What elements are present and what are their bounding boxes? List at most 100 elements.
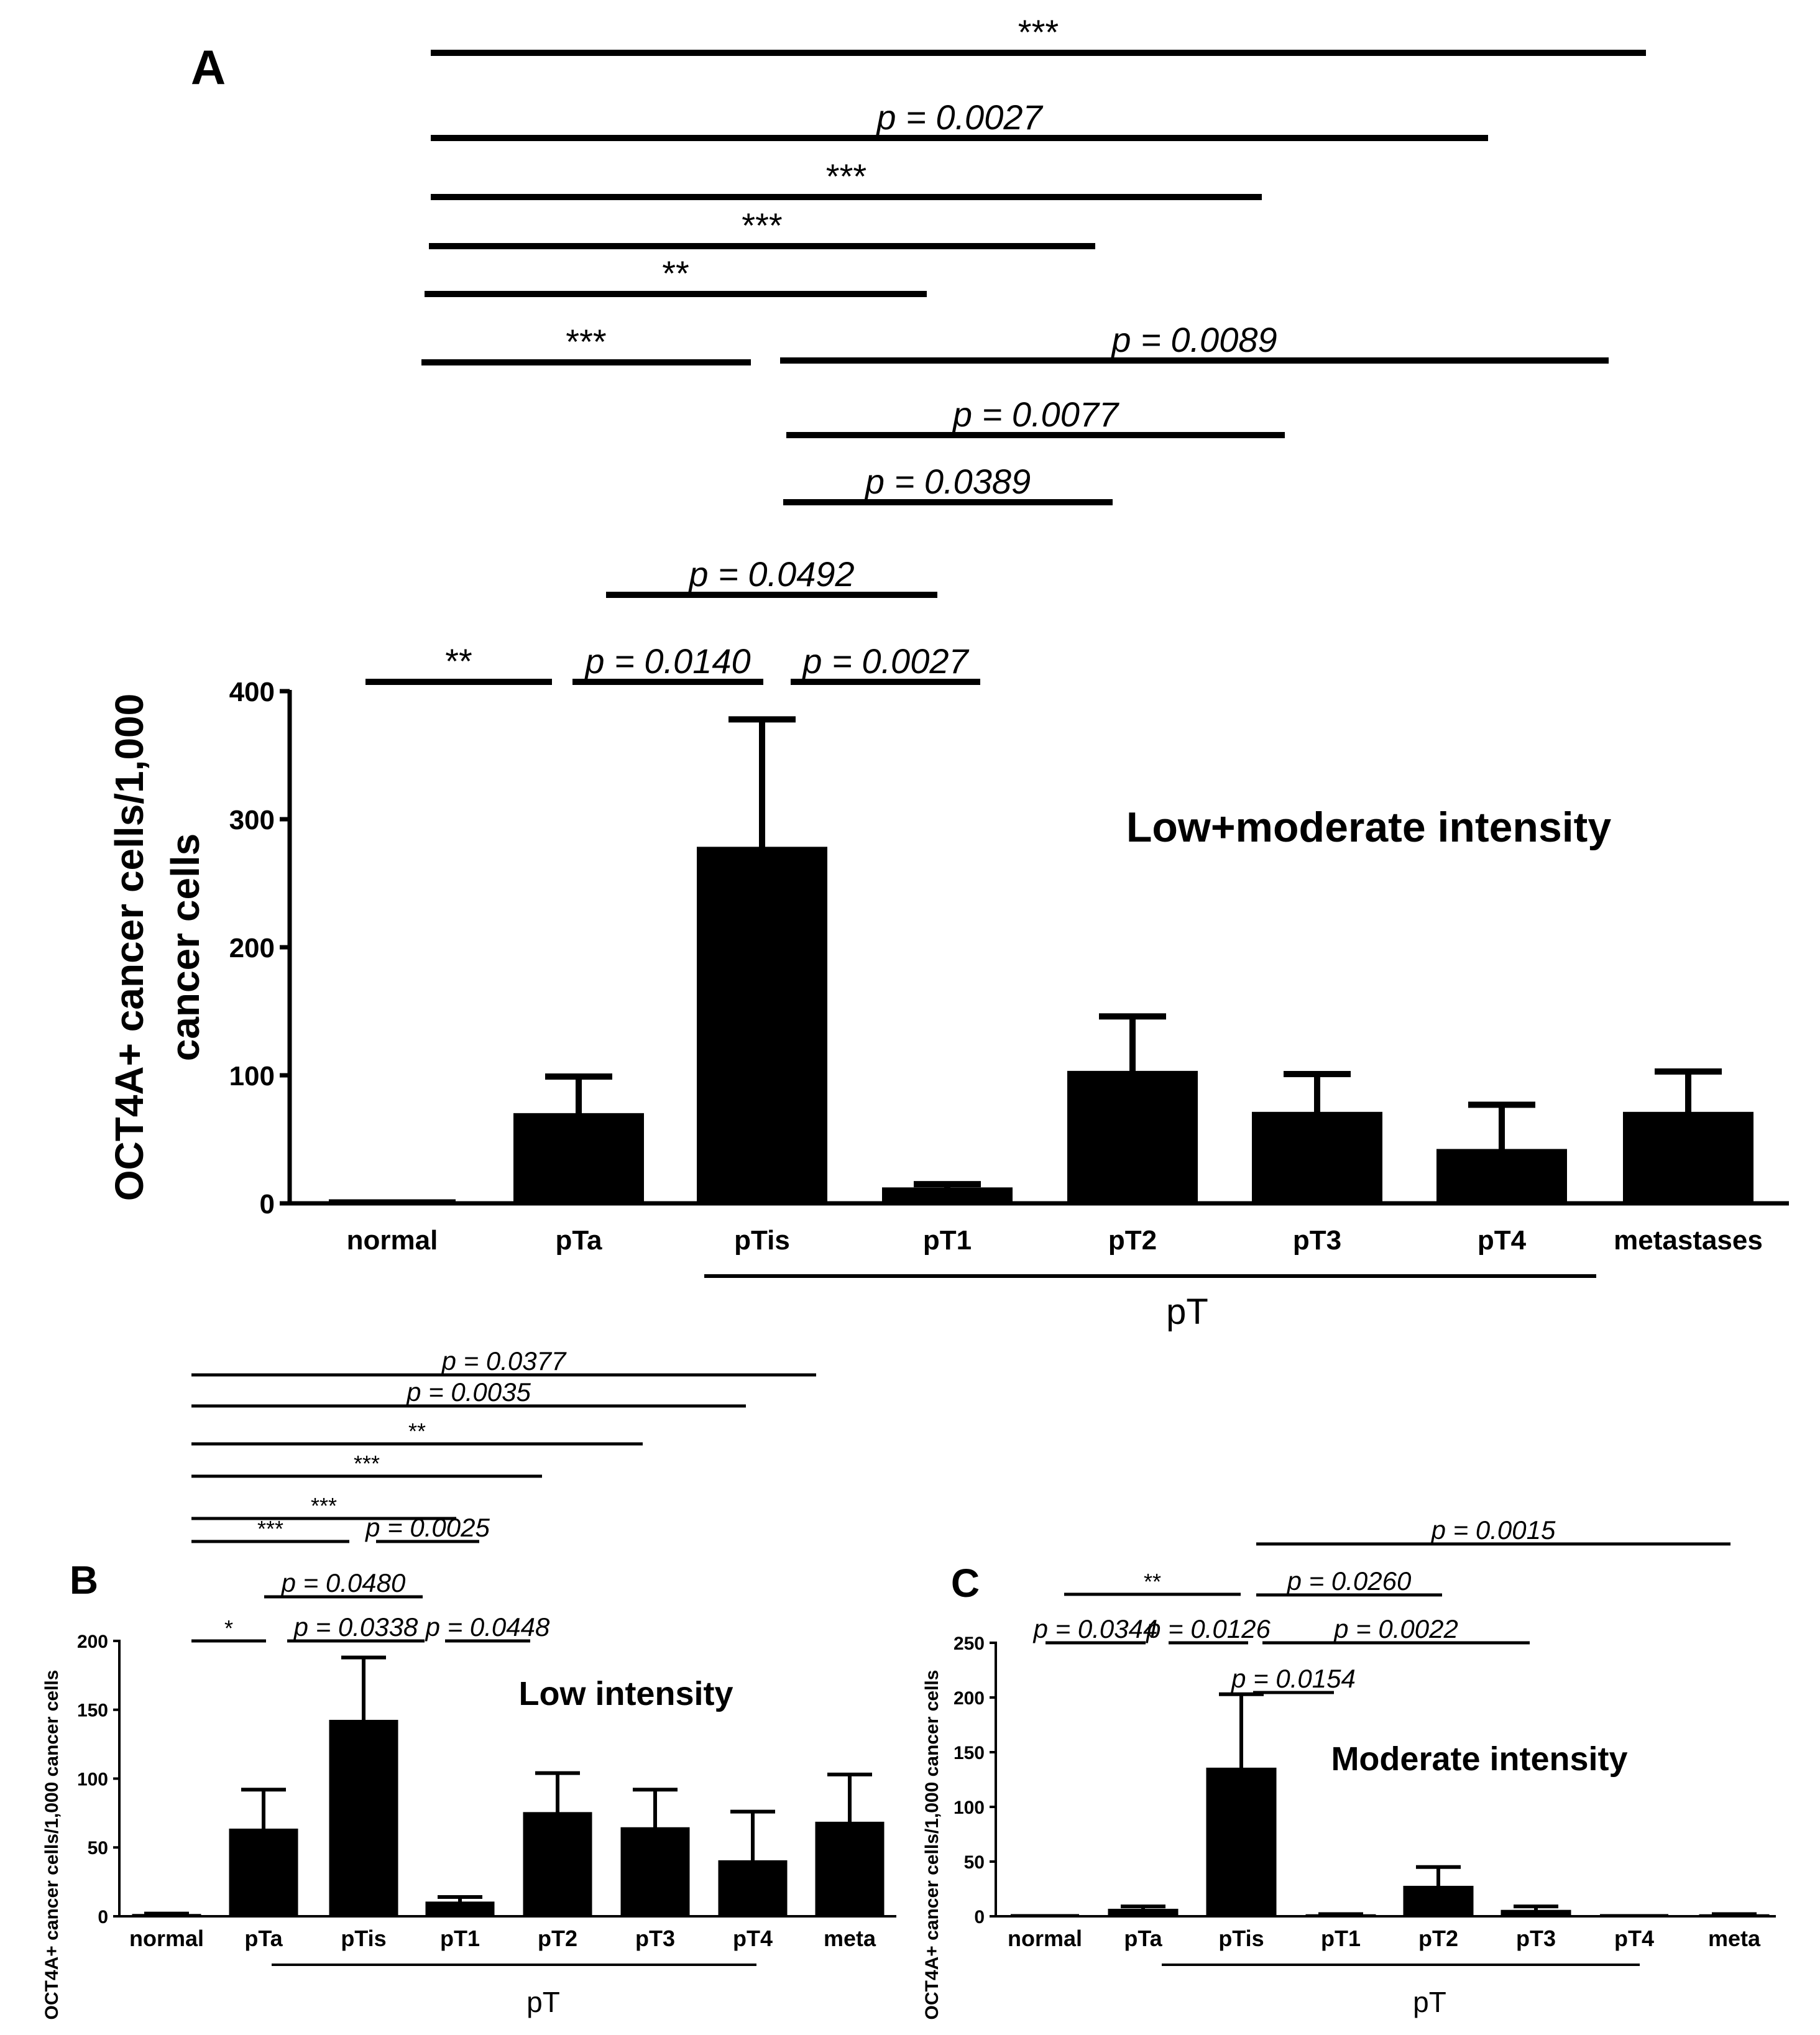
y-tick-label: 0	[974, 1907, 985, 1927]
x-tick-label: pT4	[1614, 1926, 1654, 1951]
bar	[1623, 1111, 1753, 1206]
significance-label: **	[1144, 1569, 1161, 1594]
x-axis-label: pT	[526, 1986, 560, 2018]
x-tick-label: pTis	[341, 1926, 386, 1951]
bar	[697, 847, 827, 1205]
bar	[1108, 1908, 1179, 1918]
significance-label: ***	[257, 1516, 283, 1541]
x-tick-label: pT1	[923, 1225, 972, 1256]
significance-label: p = 0.0126	[1145, 1614, 1271, 1643]
significance-label: ***	[311, 1493, 337, 1518]
bar	[1403, 1885, 1474, 1918]
significance-label: p = 0.0344	[1032, 1614, 1158, 1643]
significance-label: **	[445, 641, 472, 681]
bar	[718, 1860, 788, 1918]
panel-c: C 0 50 100 150 200 250 OCT4A+ cancer cells/1,00…	[922, 1515, 1776, 2019]
bar	[1067, 1070, 1198, 1205]
significance-label: ***	[566, 322, 606, 361]
y-tick-label: 0	[98, 1907, 108, 1927]
x-tick-label: pT3	[635, 1926, 675, 1951]
significance-label: p = 0.0448	[425, 1612, 550, 1642]
y-tick-label: 50	[88, 1838, 108, 1858]
y-axis-label: cancer cells	[163, 834, 208, 1062]
significance-label: **	[408, 1418, 426, 1444]
significance-label: **	[662, 254, 689, 293]
bar	[229, 1828, 298, 1918]
bar	[329, 1719, 398, 1918]
significance-label: p = 0.0338	[293, 1612, 418, 1642]
y-tick-label: 400	[229, 677, 275, 707]
y-tick-label: 200	[954, 1688, 985, 1709]
significance-label: p = 0.0022	[1333, 1614, 1458, 1643]
y-tick-label: 50	[964, 1852, 985, 1873]
x-tick-label: pT1	[440, 1926, 480, 1951]
significance-label: p = 0.0389	[864, 462, 1031, 501]
x-tick-label: pTa	[556, 1225, 602, 1256]
y-tick-label: 0	[260, 1189, 275, 1220]
x-axis-label: pT	[1413, 1986, 1446, 2018]
x-axis-label: pT	[1166, 1292, 1208, 1332]
significance-label: *	[224, 1615, 233, 1641]
y-tick-label: 150	[77, 1701, 108, 1721]
y-tick-label: 100	[229, 1061, 275, 1091]
significance-label: p = 0.0027	[875, 98, 1043, 137]
x-tick-label: pT2	[538, 1926, 577, 1951]
significance-label: ***	[826, 157, 866, 196]
bar	[882, 1187, 1013, 1205]
y-tick-label: 100	[77, 1769, 108, 1789]
panel-b: B 0 50 100 150 200 OCT4A+ cancer cells/1,000 c…	[42, 1346, 896, 2019]
panel-label: C	[951, 1561, 980, 1605]
y-tick-label: 300	[229, 805, 275, 835]
significance-label: p = 0.0035	[405, 1377, 531, 1407]
y-tick-label: 200	[77, 1632, 108, 1652]
bar	[815, 1821, 885, 1918]
bar	[425, 1901, 495, 1918]
x-tick-label: normal	[347, 1225, 438, 1256]
x-tick-label: pTis	[734, 1225, 790, 1256]
x-tick-label: pTis	[1218, 1926, 1264, 1951]
significance-label: p = 0.0077	[952, 395, 1119, 434]
y-axis-label: OCT4A+ cancer cells/1,000	[107, 694, 152, 1201]
y-tick-label: 200	[229, 933, 275, 963]
x-tick-label: pT3	[1293, 1225, 1341, 1256]
significance-label: ***	[1018, 12, 1059, 52]
x-tick-label: pTa	[1124, 1926, 1162, 1951]
significance-label: ***	[742, 206, 782, 245]
y-tick-label: 150	[954, 1743, 985, 1763]
x-tick-label: pT4	[1478, 1225, 1527, 1256]
x-tick-label: pT4	[733, 1926, 773, 1951]
significance-label: p = 0.0015	[1430, 1515, 1556, 1545]
bar	[1252, 1111, 1382, 1206]
significance-label: p = 0.0027	[801, 641, 969, 681]
panel-a: A 0 100 200 300 400 OCT4A+ cancer cells/1,000 c…	[107, 12, 1789, 1332]
bar	[1206, 1767, 1277, 1918]
x-tick-label: pT2	[1418, 1926, 1458, 1951]
x-tick-label: metastases	[1614, 1225, 1763, 1256]
bar	[620, 1827, 690, 1918]
x-tick-label: meta	[824, 1926, 876, 1951]
significance-label: p = 0.0492	[687, 554, 854, 594]
bar	[513, 1113, 644, 1205]
significance-label: p = 0.0260	[1286, 1566, 1412, 1596]
significance-label: p = 0.0154	[1230, 1664, 1356, 1693]
x-tick-label: meta	[1708, 1926, 1761, 1951]
significance-label: p = 0.0377	[441, 1346, 567, 1376]
chart-title: Moderate intensity	[1331, 1740, 1627, 1778]
bar	[523, 1812, 592, 1918]
chart-title: Low intensity	[518, 1675, 733, 1712]
bar	[1436, 1149, 1567, 1206]
x-tick-label: pT2	[1108, 1225, 1157, 1256]
y-axis-label: OCT4A+ cancer cells/1,000 cancer cells	[42, 1670, 62, 2020]
x-tick-label: normal	[1008, 1926, 1082, 1951]
significance-label: p = 0.0140	[584, 641, 750, 681]
x-tick-label: pT1	[1321, 1926, 1361, 1951]
panel-label: A	[191, 40, 226, 94]
significance-label: p = 0.0480	[280, 1568, 406, 1597]
bar	[1501, 1909, 1571, 1918]
panel-label: B	[70, 1558, 98, 1602]
significance-label: p = 0.0089	[1110, 320, 1277, 359]
x-tick-label: pT3	[1516, 1926, 1556, 1951]
x-tick-label: normal	[129, 1926, 204, 1951]
y-tick-label: 250	[954, 1633, 985, 1654]
